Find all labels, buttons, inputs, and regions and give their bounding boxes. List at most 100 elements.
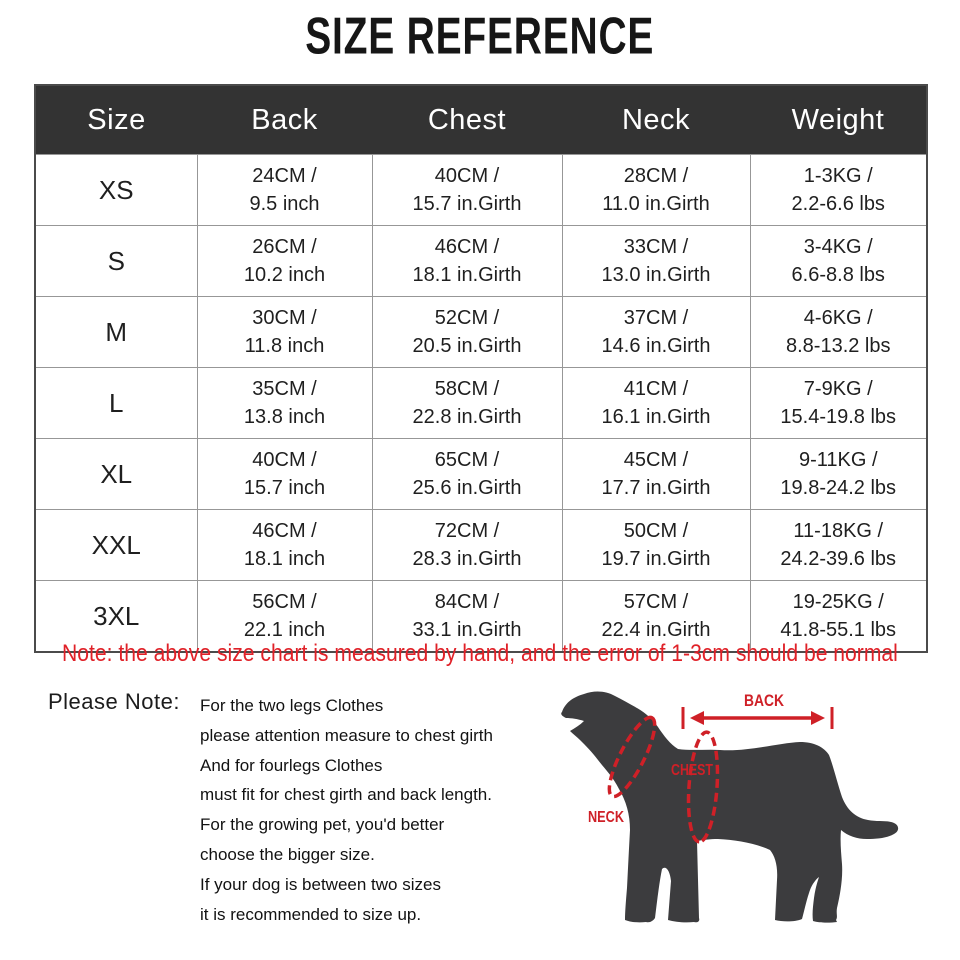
chest-cell: 84CM / 33.1 in.Girth [371, 580, 563, 653]
cell-line: 57CM / [623, 591, 689, 613]
cell-line: 22.1 inch [243, 619, 326, 641]
cell-line: 41.8-55.1 lbs [780, 619, 897, 641]
cell-line: 46CM / [252, 520, 317, 542]
chest-cell: 46CM / 18.1 in.Girth [371, 225, 563, 297]
cell-line: 11-18KG / [793, 520, 884, 542]
table-row-l: L 35CM / 13.8 inch 58CM / 22.8 in.Girth 41CM … [34, 367, 928, 439]
cell-line: 19.7 in.Girth [601, 548, 711, 570]
note-line: For the growing pet, you'd better [200, 815, 445, 835]
back-cell: 26CM / 10.2 inch [196, 225, 373, 297]
cell-line: 20.5 in.Girth [412, 335, 522, 357]
cell-line: 2.2-6.6 lbs [791, 193, 885, 215]
cell-line: 15.4-19.8 lbs [780, 406, 897, 428]
back-label: BACK [744, 691, 785, 710]
table-header: Size Back Chest Neck Weight [35, 85, 927, 155]
note-line: must fit for chest girth and back length… [200, 785, 492, 805]
neck-cell: 45CM / 17.7 in.Girth [561, 438, 751, 510]
cell-line: 84CM / [434, 591, 500, 613]
cell-line: 50CM / [623, 520, 689, 542]
chest-cell: 65CM / 25.6 in.Girth [371, 438, 563, 510]
table-row-xxl: XXL 46CM / 18.1 inch 72CM / 28.3 in.Girth 50C… [34, 509, 928, 581]
chest-cell: 58CM / 22.8 in.Girth [371, 367, 563, 439]
cell-line: 22.8 in.Girth [412, 406, 522, 428]
weight-cell: 1-3KG / 2.2-6.6 lbs [749, 154, 928, 226]
neck-cell: 50CM / 19.7 in.Girth [561, 509, 751, 581]
size-cell: XL [34, 438, 198, 510]
dog-silhouette-image [561, 691, 899, 923]
note-line: please attention measure to chest girth [200, 725, 493, 745]
column-header-size: Size [35, 85, 197, 155]
size-cell: M [34, 296, 198, 368]
cell-line: 65CM / [434, 449, 500, 471]
back-cell: 35CM / 13.8 inch [196, 367, 373, 439]
please-note-label: Please Note: [48, 689, 180, 714]
cell-line: 37CM / [623, 307, 689, 329]
weight-cell: 7-9KG / 15.4-19.8 lbs [749, 367, 928, 439]
cell-line: 19-25KG / [792, 591, 884, 613]
cell-line: 56CM / [252, 591, 317, 613]
please-note-lines: For the two legs Clothes please attention… [200, 691, 493, 929]
cell-line: 41CM / [623, 378, 689, 400]
chest-label: CHEST [671, 762, 713, 779]
back-cell: 24CM / 9.5 inch [196, 154, 373, 226]
cell-line: 72CM / [434, 520, 500, 542]
cell-line: 28CM / [623, 165, 689, 187]
back-cell: 30CM / 11.8 inch [196, 296, 373, 368]
cell-line: 24.2-39.6 lbs [780, 548, 897, 570]
note-line: choose the bigger size. [200, 844, 375, 864]
cell-line: 15.7 inch [243, 477, 326, 499]
note-line: For the two legs Clothes [200, 696, 384, 715]
cell-line: 13.0 in.Girth [601, 264, 711, 286]
cell-line: 7-9KG / [803, 378, 873, 400]
neck-cell: 41CM / 16.1 in.Girth [561, 367, 751, 439]
cell-line: 4-6KG / [803, 307, 873, 329]
size-cell: XXL [34, 509, 198, 581]
page-title: SIZE REFERENCE [0, 6, 960, 66]
neck-cell: 28CM / 11.0 in.Girth [561, 154, 751, 226]
column-header-neck: Neck [562, 85, 750, 155]
table-header-row: Size Back Chest Neck Weight [35, 85, 927, 155]
column-header-back: Back [197, 85, 372, 155]
cell-line: 30CM / [252, 307, 317, 329]
size-cell: XS [34, 154, 198, 226]
cell-line: 52CM / [434, 307, 500, 329]
cell-line: 58CM / [434, 378, 500, 400]
cell-line: 45CM / [623, 449, 689, 471]
table-body: XS 24CM / 9.5 inch 40CM / 15.7 in.Girth 28CM … [34, 154, 928, 653]
table-row-3xl: 3XL 56CM / 22.1 inch 84CM / 33.1 in.Girth 57C… [34, 580, 928, 653]
note-line: If your dog is between two sizes [200, 874, 441, 894]
cell-line: 11.8 inch [244, 335, 325, 357]
cell-line: 40CM / [252, 449, 317, 471]
neck-cell: 37CM / 14.6 in.Girth [561, 296, 751, 368]
cell-line: 9.5 inch [249, 193, 320, 215]
weight-cell: 19-25KG / 41.8-55.1 lbs [749, 580, 928, 653]
measurement-error-note-text: Note: the above size chart is measured b… [62, 640, 898, 667]
cell-line: 17.7 in.Girth [601, 477, 711, 499]
weight-cell: 11-18KG / 24.2-39.6 lbs [749, 509, 928, 581]
chest-measure-ellipse [686, 730, 720, 844]
back-arrowhead-left [690, 711, 704, 725]
cell-line: 33CM / [623, 236, 689, 258]
column-header-chest: Chest [372, 85, 562, 155]
size-cell: 3XL [34, 580, 198, 653]
size-cell: L [34, 367, 198, 439]
table-row-xl: XL 40CM / 15.7 inch 65CM / 25.6 in.Girth 45CM… [34, 438, 928, 510]
cell-line: 11.0 in.Girth [602, 193, 710, 215]
cell-line: 19.8-24.2 lbs [780, 477, 897, 499]
neck-cell: 57CM / 22.4 in.Girth [561, 580, 751, 653]
weight-cell: 9-11KG / 19.8-24.2 lbs [749, 438, 928, 510]
back-cell: 46CM / 18.1 inch [196, 509, 373, 581]
column-header-weight: Weight [750, 85, 927, 155]
cell-line: 1-3KG / [803, 165, 873, 187]
cell-line: 28.3 in.Girth [412, 548, 522, 570]
table-row-xs: XS 24CM / 9.5 inch 40CM / 15.7 in.Girth 28CM … [34, 154, 928, 226]
cell-line: 40CM / [434, 165, 500, 187]
measurement-error-note: Note: the above size chart is measured b… [0, 640, 960, 668]
page-title-text: SIZE REFERENCE [305, 6, 655, 66]
size-table: Size Back Chest Neck Weight XS 24CM / 9.5 inch… [34, 84, 928, 653]
weight-cell: 3-4KG / 6.6-8.8 lbs [749, 225, 928, 297]
cell-line: 46CM / [434, 236, 500, 258]
weight-cell: 4-6KG / 8.8-13.2 lbs [749, 296, 928, 368]
cell-line: 33.1 in.Girth [412, 619, 522, 641]
cell-line: 15.7 in.Girth [412, 193, 522, 215]
